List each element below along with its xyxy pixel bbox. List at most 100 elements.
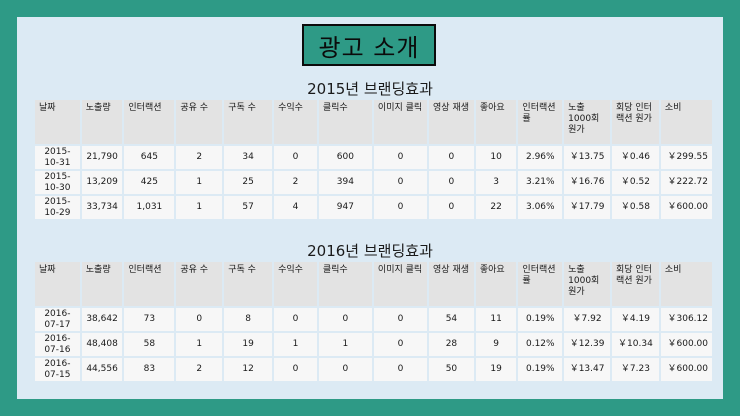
table-cell: 3.21% (518, 171, 563, 194)
table-cell: 0 (429, 196, 474, 219)
table-cell: 57 (224, 196, 273, 219)
table-cell: ￥7.92 (564, 308, 610, 331)
table-row: 2015-10-30 13,209 425 1 25 2 394 0 0 3 3.21% ￥16.76… (35, 171, 712, 194)
column-header: 클릭수 (318, 262, 372, 306)
table-cell: 0 (318, 308, 372, 331)
table-cell: ￥0.46 (611, 146, 659, 169)
table-cell: 38,642 (81, 308, 123, 331)
header-row: 날짜 노출량 인터랙션 공유 수 구독 수 수익수 클릭수 이미지 클릭 영상 재생 좋아요 인터랙… (35, 100, 712, 144)
table-cell: 2016-07-17 (35, 308, 80, 331)
column-header: 클릭수 (318, 100, 372, 144)
table-cell: 12 (224, 358, 273, 381)
column-header: 노출 1000회 원가 (564, 262, 610, 306)
table-cell: 0 (373, 333, 428, 356)
table-cell: 48,408 (81, 333, 123, 356)
table-row: 2015-10-31 21,790 645 2 34 0 600 0 0 10 2.96% ￥13.7… (35, 146, 712, 169)
table-cell: 0.12% (518, 333, 563, 356)
table-cell: 19 (224, 333, 273, 356)
column-header: 좋아요 (475, 100, 517, 144)
table-cell: ￥10.34 (611, 333, 659, 356)
table-cell: 1 (176, 333, 223, 356)
column-header: 이미지 클릭 (373, 100, 428, 144)
table-cell: ￥0.52 (611, 171, 659, 194)
table-cell: ￥4.19 (611, 308, 659, 331)
table-cell: ￥222.72 (660, 171, 712, 194)
table-cell: ￥17.79 (564, 196, 610, 219)
table-cell: 3 (475, 171, 517, 194)
page-title: 광고 소개 (302, 24, 436, 66)
column-header: 인터랙션률 (518, 262, 563, 306)
table-cell: 22 (475, 196, 517, 219)
table-row: 2016-07-17 38,642 73 0 8 0 0 0 54 11 0.19% ￥7.92 ￥4.… (35, 308, 712, 331)
table-cell: 8 (224, 308, 273, 331)
table-2015: 날짜 노출량 인터랙션 공유 수 구독 수 수익수 클릭수 이미지 클릭 영상 재생 좋아요 인터랙… (33, 98, 714, 221)
table-cell: ￥306.12 (660, 308, 712, 331)
column-header: 회당 인터랙션 원가 (611, 100, 659, 144)
table-cell: ￥600.00 (660, 358, 712, 381)
section-title-2016: 2016년 브랜딩효과 (307, 242, 433, 260)
table-cell: 2015-10-31 (35, 146, 80, 169)
table-cell: 0 (274, 358, 317, 381)
section-title-2015: 2015년 브랜딩효과 (307, 80, 433, 98)
table-cell: 947 (318, 196, 372, 219)
table-cell: 2015-10-30 (35, 171, 80, 194)
table-cell: 600 (318, 146, 372, 169)
table-cell: 0 (373, 171, 428, 194)
table-cell: 645 (124, 146, 175, 169)
table-cell: 50 (429, 358, 474, 381)
table-cell: 0 (429, 171, 474, 194)
table-cell: 2016-07-15 (35, 358, 80, 381)
column-header: 날짜 (35, 100, 80, 144)
table-cell: 1 (176, 171, 223, 194)
column-header: 공유 수 (176, 100, 223, 144)
table-cell: 11 (475, 308, 517, 331)
table-cell: 13,209 (81, 171, 123, 194)
table-cell: 25 (224, 171, 273, 194)
table-cell: ￥600.00 (660, 196, 712, 219)
column-header: 인터랙션 (124, 100, 175, 144)
table-cell: 3.06% (518, 196, 563, 219)
table-cell: ￥299.55 (660, 146, 712, 169)
table-cell: 0 (373, 308, 428, 331)
table-cell: ￥7.23 (611, 358, 659, 381)
table-cell: 9 (475, 333, 517, 356)
column-header: 인터랙션률 (518, 100, 563, 144)
table-cell: 2016-07-16 (35, 333, 80, 356)
table-cell: 73 (124, 308, 175, 331)
table-cell: 2 (176, 146, 223, 169)
column-header: 인터랙션 (124, 262, 175, 306)
table-cell: 34 (224, 146, 273, 169)
table-cell: 0 (318, 358, 372, 381)
table-cell: ￥600.00 (660, 333, 712, 356)
table-cell: 21,790 (81, 146, 123, 169)
table-cell: 0 (429, 146, 474, 169)
column-header: 소비 (660, 262, 712, 306)
table-cell: 83 (124, 358, 175, 381)
column-header: 소비 (660, 100, 712, 144)
table-cell: 2 (176, 358, 223, 381)
slide: 광고 소개 2015년 브랜딩효과 날짜 노출량 인터랙션 공유 수 구독 수 수익수 클릭… (17, 17, 723, 399)
table-row: 2015-10-29 33,734 1,031 1 57 4 947 0 0 22 3.06% ￥17… (35, 196, 712, 219)
column-header: 노출량 (81, 262, 123, 306)
table-cell: 425 (124, 171, 175, 194)
table-cell: 28 (429, 333, 474, 356)
table-cell: 2015-10-29 (35, 196, 80, 219)
table-cell: 10 (475, 146, 517, 169)
table-2016: 날짜 노출량 인터랙션 공유 수 구독 수 수익수 클릭수 이미지 클릭 영상 재생 좋아요 인터랙… (33, 260, 714, 383)
column-header: 구독 수 (224, 100, 273, 144)
column-header: 공유 수 (176, 262, 223, 306)
table-cell: 54 (429, 308, 474, 331)
header-row: 날짜 노출량 인터랙션 공유 수 구독 수 수익수 클릭수 이미지 클릭 영상 재생 좋아요 인터랙… (35, 262, 712, 306)
column-header: 영상 재생 (429, 100, 474, 144)
table-cell: 1,031 (124, 196, 175, 219)
column-header: 수익수 (274, 262, 317, 306)
table-cell: 1 (318, 333, 372, 356)
table-cell: 19 (475, 358, 517, 381)
table-cell: 0 (176, 308, 223, 331)
table-cell: 33,734 (81, 196, 123, 219)
column-header: 영상 재생 (429, 262, 474, 306)
table-cell: ￥12.39 (564, 333, 610, 356)
table-cell: ￥13.47 (564, 358, 610, 381)
table-cell: 0 (373, 146, 428, 169)
table-cell: 0 (274, 308, 317, 331)
